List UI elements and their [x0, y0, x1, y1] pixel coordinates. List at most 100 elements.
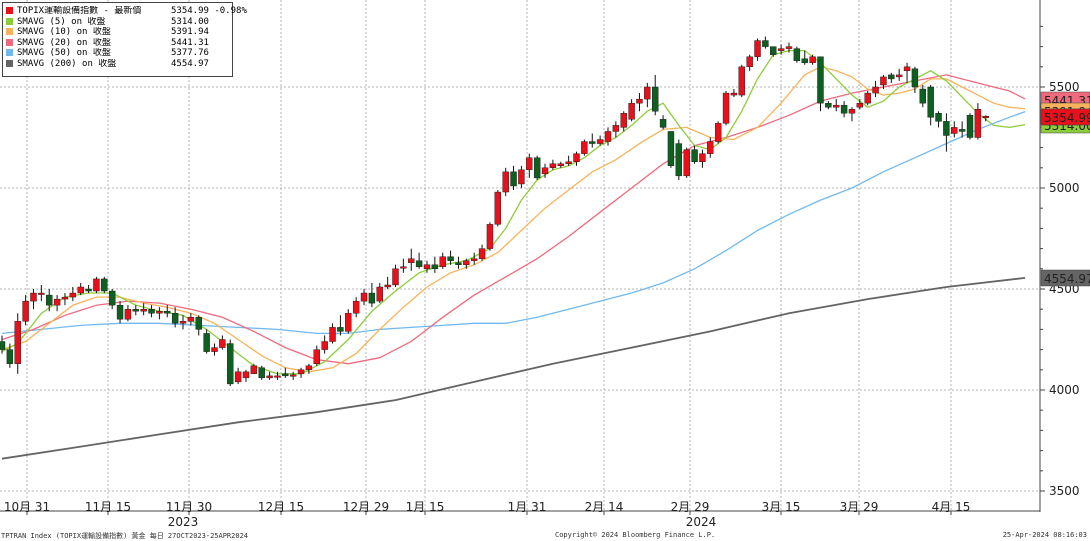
candle [171, 307, 179, 328]
candle [872, 80, 879, 98]
candle-body [156, 311, 163, 314]
candle [234, 367, 242, 384]
x-tick-label: 11月 15 [85, 500, 131, 514]
candle-body [400, 266, 407, 269]
candle-body [439, 256, 446, 267]
candle-body [951, 127, 958, 134]
candle [61, 293, 69, 306]
candle-body [38, 292, 45, 295]
candle [911, 66, 919, 94]
candle [762, 36, 769, 49]
candle [471, 252, 478, 265]
candle [502, 167, 509, 197]
candle-body [266, 375, 273, 379]
candle [793, 46, 801, 63]
candle-body [911, 68, 919, 88]
x-tick-label: 12月 15 [258, 500, 304, 514]
candle [116, 301, 124, 324]
candle-body [502, 171, 509, 193]
candle [785, 42, 793, 53]
candle [927, 84, 934, 126]
candle-body [691, 149, 698, 162]
candle-body [644, 86, 651, 100]
legend-row-sma50: SMAVG (50) on 收盤 5377.76 [6, 48, 230, 59]
candle-body [817, 56, 824, 104]
x-tick-label: 4月 15 [932, 500, 971, 514]
candle-body [227, 343, 234, 385]
candle [565, 155, 572, 166]
candle-body [46, 294, 53, 306]
sma-20-line [1, 74, 1026, 365]
candle-body [486, 224, 494, 249]
candle-body [958, 129, 966, 132]
candle [423, 260, 431, 273]
candle-body [801, 58, 808, 63]
candle [738, 64, 745, 98]
candle-body [455, 262, 462, 265]
candle [856, 99, 864, 110]
legend-label: SMAVG (10) on 收盤 [17, 27, 111, 38]
candle-body [604, 131, 612, 142]
candle-body [557, 163, 564, 166]
candle [14, 313, 21, 374]
candle [903, 62, 911, 83]
candle [53, 295, 61, 312]
candle [345, 309, 352, 334]
last-value-tag: 4554.97 [1040, 269, 1090, 287]
candle [612, 121, 620, 138]
candle-body [282, 373, 289, 377]
candle [596, 135, 604, 146]
candle [549, 159, 557, 170]
candle [211, 343, 218, 356]
candle-body [195, 317, 202, 330]
candle-body [620, 113, 627, 128]
candle-body [707, 141, 714, 154]
candle [510, 165, 517, 191]
current-price-tag: 5354.99 [1040, 108, 1090, 126]
legend-label: TOPIX運輸設備指數 - 最新價 [17, 6, 142, 16]
candle-body [722, 92, 730, 124]
candle-body [22, 300, 29, 322]
candle-body [234, 371, 242, 383]
candle [958, 121, 966, 138]
candle [974, 103, 982, 140]
candle-body [770, 46, 777, 55]
footer-copyright: Copyright© 2024 Bloomberg Finance L.P. [555, 531, 716, 539]
candle [108, 289, 116, 310]
candle-body [699, 153, 706, 162]
x-tick-label: 1月 15 [406, 500, 445, 514]
sma-200-line [1, 277, 1026, 460]
candle [85, 284, 92, 294]
candle [982, 115, 989, 122]
candle [22, 295, 29, 326]
candle-body [919, 88, 926, 104]
candle [652, 74, 659, 116]
candle [935, 111, 942, 128]
candle [408, 248, 415, 271]
candle-body [352, 300, 360, 314]
current-price-tag-box [1040, 108, 1090, 126]
candle-body [895, 74, 903, 78]
candle-body [274, 375, 281, 378]
candle [683, 147, 690, 178]
candle-body [533, 157, 541, 179]
candle [526, 153, 533, 178]
candle [966, 113, 974, 140]
sma-10-line [1, 66, 1026, 373]
candle [101, 276, 108, 294]
candle [801, 50, 808, 65]
y-tick-label: 5000 [1049, 181, 1080, 195]
candle-body [148, 309, 155, 314]
candle-body [203, 333, 210, 352]
candle [707, 137, 714, 158]
candle-body [652, 86, 659, 112]
candle-body [785, 46, 793, 49]
candle-body [612, 125, 620, 132]
candle [93, 276, 100, 294]
candle [321, 335, 328, 354]
candle-body [581, 141, 588, 154]
candle-body [565, 161, 572, 164]
candle-body [833, 104, 840, 108]
candle [124, 305, 132, 322]
